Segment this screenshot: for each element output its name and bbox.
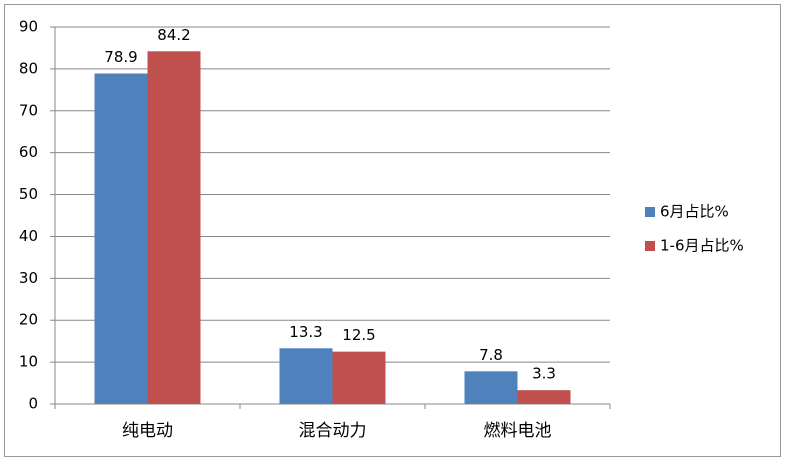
bar bbox=[332, 351, 386, 404]
value-label: 84.2 bbox=[157, 26, 190, 44]
x-tick-label: 燃料电池 bbox=[484, 421, 552, 441]
y-tick-label: 20 bbox=[19, 311, 38, 329]
bar bbox=[279, 348, 333, 404]
y-tick-label: 60 bbox=[19, 143, 38, 161]
legend-swatch bbox=[645, 207, 655, 217]
value-label: 12.5 bbox=[342, 326, 375, 344]
bar bbox=[517, 390, 571, 404]
legend-swatch bbox=[645, 241, 655, 251]
y-tick-label: 10 bbox=[19, 353, 38, 371]
value-label: 13.3 bbox=[289, 323, 322, 341]
y-tick-label: 80 bbox=[19, 59, 38, 77]
value-label: 78.9 bbox=[104, 48, 137, 66]
x-tick-label: 纯电动 bbox=[122, 421, 173, 441]
y-tick-label: 90 bbox=[19, 18, 38, 36]
y-tick-label: 30 bbox=[19, 269, 38, 287]
bar bbox=[94, 73, 148, 404]
bar bbox=[147, 51, 201, 404]
y-tick-label: 50 bbox=[19, 185, 38, 203]
y-tick-label: 70 bbox=[19, 101, 38, 119]
value-label: 3.3 bbox=[532, 365, 556, 383]
y-tick-label: 0 bbox=[28, 395, 38, 413]
bar bbox=[464, 371, 518, 404]
x-tick-label: 混合动力 bbox=[299, 421, 367, 441]
value-label: 7.8 bbox=[479, 346, 503, 364]
legend-label: 6月占比% bbox=[660, 203, 729, 221]
legend-label: 1-6月占比% bbox=[660, 237, 744, 255]
y-tick-label: 40 bbox=[19, 227, 38, 245]
